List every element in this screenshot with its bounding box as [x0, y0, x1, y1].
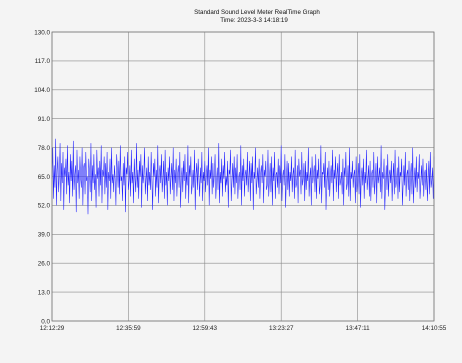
x-tick-label: 13:47:11: [346, 325, 371, 332]
y-tick-label: 26.0: [38, 261, 51, 268]
x-tick-label: 12:59:43: [193, 325, 218, 332]
y-tick-label: 104.0: [34, 87, 50, 94]
y-tick-label: 78.0: [38, 145, 51, 152]
axis-ticks: 130.0 117.0 104.0 91.0 78.0 65.0 52.0 39.0 26.0 1…: [34, 29, 447, 332]
y-tick-label: 91.0: [38, 116, 51, 123]
series-layer: [51, 138, 435, 215]
chart-title: Standard Sound Level Meter RealTime Grap…: [194, 9, 320, 16]
chart-subtitle: Time: 2023-3-3 14:18:19: [220, 17, 288, 24]
plot-frame: [51, 31, 435, 322]
y-tick-label: 39.0: [38, 232, 51, 239]
y-tick-label: 52.0: [38, 203, 51, 210]
series-line-0: [51, 138, 435, 215]
y-tick-label: 130.0: [34, 29, 50, 36]
x-tick-label: 14:10:55: [422, 325, 447, 332]
x-tick-label: 12:35:59: [116, 325, 141, 332]
x-tick-label: 12:12:29: [40, 325, 65, 332]
y-tick-label: 13.0: [38, 289, 51, 296]
y-tick-label: 117.0: [35, 58, 51, 65]
x-tick-label: 13:23:27: [269, 325, 294, 332]
y-tick-label: 65.0: [38, 174, 51, 181]
y-tick-label: 0.0: [41, 318, 50, 325]
